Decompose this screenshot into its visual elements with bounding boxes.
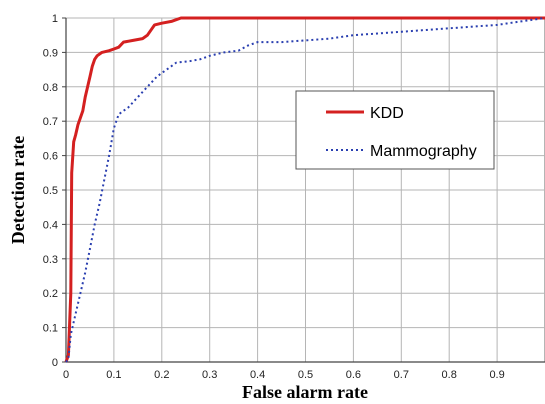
y-tick-label: 0.4 (43, 219, 58, 231)
y-tick-label: 0.3 (43, 254, 58, 266)
x-tick-label: 0.5 (298, 369, 313, 381)
y-tick-label: 0.6 (43, 151, 58, 163)
x-tick-label: 0.7 (394, 369, 409, 381)
legend-label-mammography: Mammography (370, 143, 477, 160)
series-lines (64, 16, 545, 363)
legend-box (295, 90, 495, 170)
y-tick-label: 0.9 (43, 47, 58, 59)
x-axis-title: False alarm rate (242, 382, 368, 402)
y-tick-label: 0.8 (43, 82, 58, 94)
x-tick-label: 0.9 (489, 369, 504, 381)
x-tick-label: 0.3 (202, 369, 217, 381)
x-tick-label: 0.6 (346, 369, 361, 381)
y-tick-label: 0 (52, 357, 58, 369)
axes (62, 17, 545, 363)
x-tick-label: 0 (63, 369, 69, 381)
legend: KDD Mammography (295, 90, 495, 170)
x-tick-label: 0.8 (442, 369, 457, 381)
x-tick-label: 0.2 (154, 369, 169, 381)
legend-label-kdd: KDD (370, 105, 404, 122)
y-tick-label: 0.1 (43, 323, 58, 335)
y-tick-label: 0.2 (43, 288, 58, 300)
y-axis-title: Detection rate (8, 136, 28, 244)
y-tick-label: 0.7 (43, 116, 58, 128)
x-tick-label: 0.4 (250, 369, 265, 381)
y-tick-label: 0.5 (43, 185, 58, 197)
series-line-mammography (65, 17, 545, 363)
y-tick-label: 1 (52, 13, 58, 25)
tick-labels: 0 0.1 0.2 0.3 0.4 0.5 0.6 0.7 0.8 0.9 0 0.1 0.2 0.3 0.… (43, 13, 505, 381)
series-line-kdd (64, 16, 545, 363)
x-tick-label: 0.1 (106, 369, 121, 381)
